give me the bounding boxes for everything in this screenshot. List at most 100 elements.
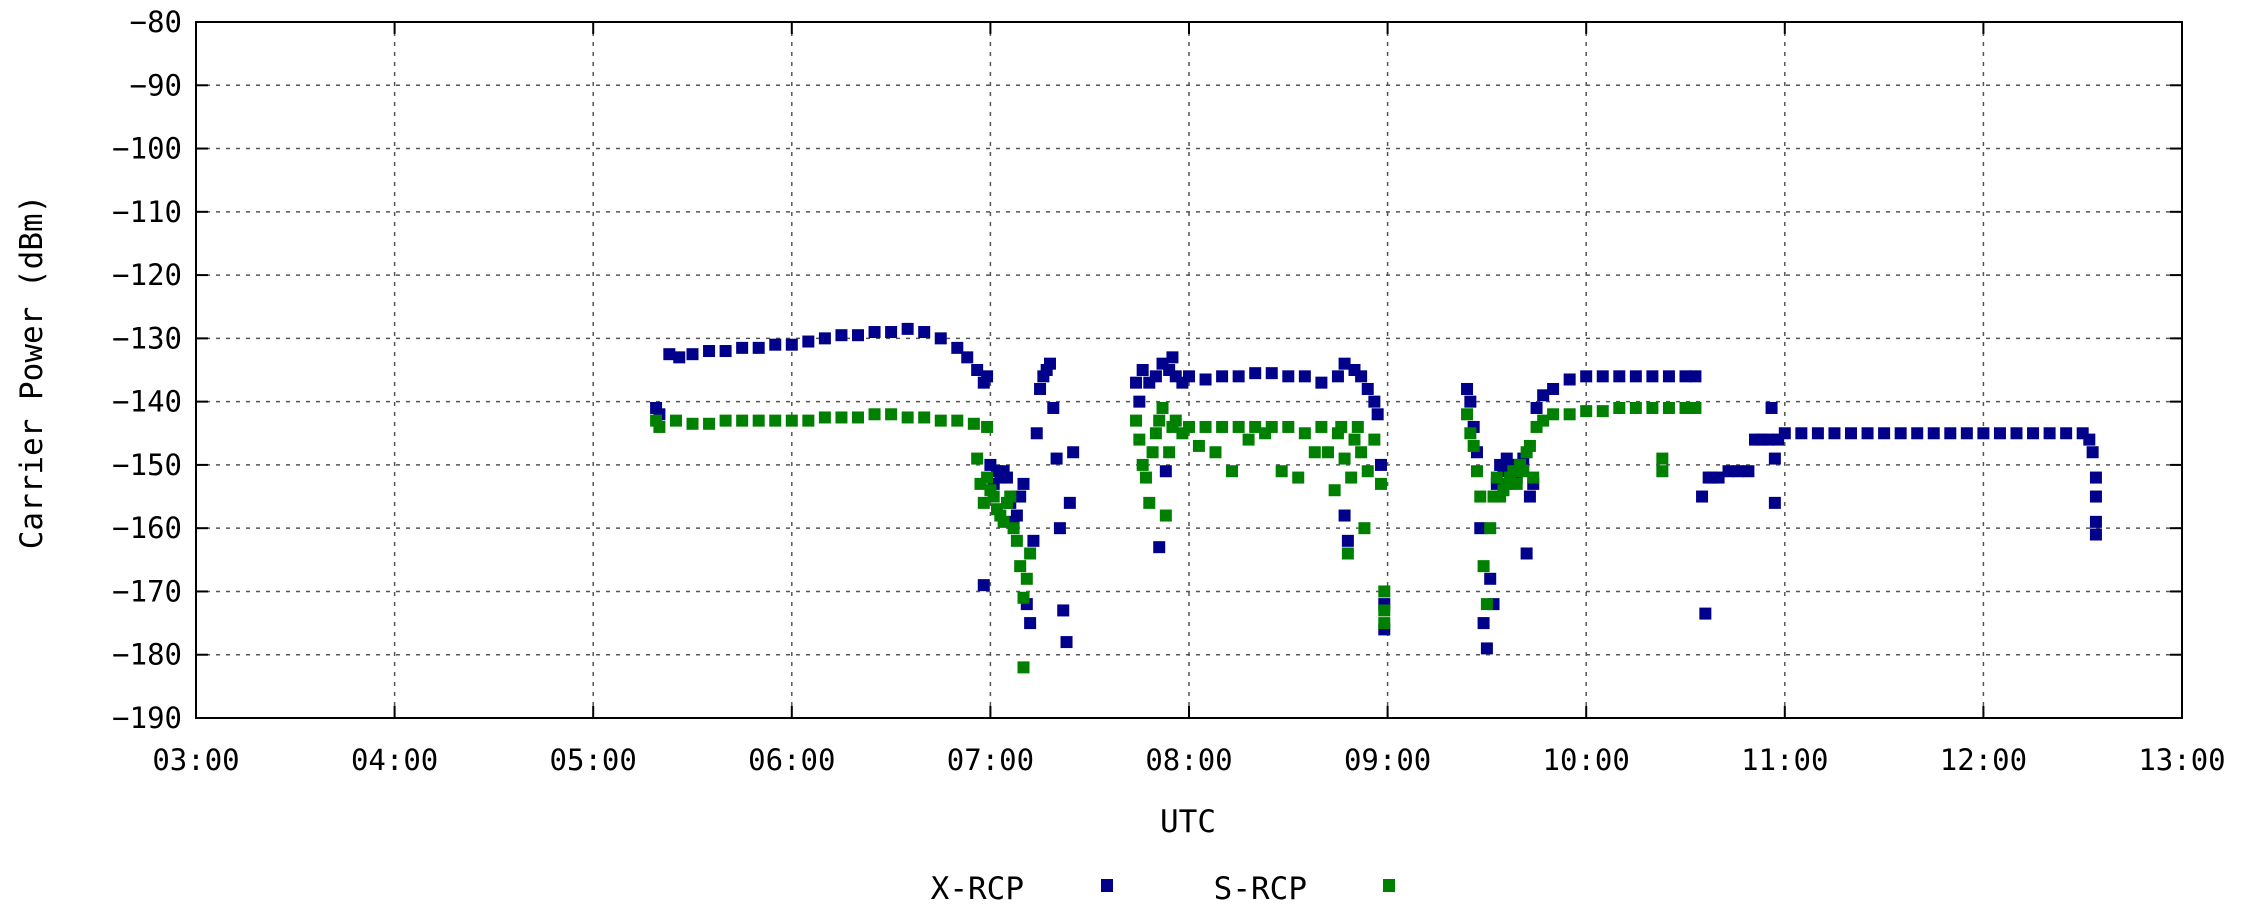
data-point [1192, 439, 1205, 452]
data-point [2083, 433, 2096, 446]
data-point [686, 348, 699, 361]
y-tick-label: −100 [112, 132, 182, 166]
data-point [1358, 522, 1371, 535]
y-tick-label: −160 [112, 511, 182, 545]
tick-marks [195, 21, 2183, 719]
data-point [1596, 370, 1609, 383]
data-point [1861, 427, 1874, 440]
data-point [868, 326, 881, 339]
data-point [752, 414, 765, 427]
data-point [981, 370, 994, 383]
data-point [1361, 382, 1374, 395]
data-point [1043, 357, 1056, 370]
data-point [1523, 490, 1536, 503]
data-point [1007, 522, 1020, 535]
data-point [1298, 370, 1311, 383]
data-point [1143, 496, 1156, 509]
data-point [653, 420, 666, 433]
data-point [1911, 427, 1924, 440]
data-point [1328, 484, 1341, 497]
data-point [1480, 598, 1493, 611]
legend-label-s-rcp: S-RCP [1214, 871, 1307, 907]
data-point [934, 414, 947, 427]
data-point [1477, 617, 1490, 630]
data-point [1133, 433, 1146, 446]
y-tick-label: −190 [112, 701, 182, 735]
data-point [1527, 471, 1540, 484]
data-point [852, 329, 864, 342]
data-point [1242, 433, 1255, 446]
data-point [1894, 427, 1907, 440]
data-point [2027, 427, 2040, 440]
data-point [2089, 515, 2102, 528]
data-point [1461, 408, 1474, 421]
data-point [1136, 458, 1149, 471]
x-tick-label: 13:00 [2138, 743, 2225, 777]
data-point [1199, 420, 1212, 433]
data-point [2089, 471, 2102, 484]
data-point [769, 414, 782, 427]
data-point [1361, 465, 1374, 478]
data-point [1371, 408, 1384, 421]
y-tick-labels: −80 −90 −100 −110 −120 −130 −140 −150 −160 −170 −1… [112, 5, 182, 735]
data-point [1232, 420, 1245, 433]
data-point [1845, 427, 1857, 440]
data-point [736, 414, 749, 427]
data-point [719, 414, 732, 427]
data-point [1477, 560, 1490, 573]
data-point [785, 338, 798, 351]
data-point [1977, 427, 1990, 440]
data-point [1464, 395, 1477, 408]
data-point [1017, 661, 1030, 674]
data-point [1679, 401, 1692, 414]
data-point [977, 579, 990, 592]
legend: X-RCP S-RCP [931, 871, 1395, 907]
data-point [1216, 420, 1229, 433]
data-point [1480, 642, 1493, 655]
data-points [650, 322, 2102, 674]
data-point [703, 417, 716, 430]
data-point [1024, 617, 1037, 630]
data-point [1149, 427, 1162, 440]
data-point [1563, 408, 1576, 421]
data-point [1335, 420, 1348, 433]
data-point [1470, 465, 1483, 478]
data-point [1338, 357, 1351, 370]
x-tick-label: 05:00 [550, 743, 637, 777]
x-tick-label: 12:00 [1940, 743, 2027, 777]
data-point [1355, 446, 1368, 459]
data-point [981, 471, 994, 484]
data-point [752, 341, 765, 354]
data-point [1030, 427, 1043, 440]
x-tick-label: 09:00 [1344, 743, 1431, 777]
data-point [1232, 370, 1245, 383]
data-point [802, 414, 815, 427]
x-tick-label: 08:00 [1145, 743, 1232, 777]
data-point [1523, 439, 1536, 452]
legend-marker-s-rcp [1383, 879, 1395, 892]
data-point [1547, 408, 1560, 421]
x-axis-label: UTC [1160, 804, 1216, 840]
data-point [1484, 522, 1497, 535]
data-point [1017, 477, 1030, 490]
data-point [1696, 490, 1709, 503]
data-point [1341, 534, 1354, 547]
data-point [1156, 401, 1169, 414]
data-point [918, 326, 931, 339]
y-tick-label: −90 [130, 68, 182, 102]
data-point [981, 420, 994, 433]
data-point [1580, 405, 1593, 418]
data-point [1067, 446, 1080, 459]
x-tick-labels: 03:00 04:00 05:00 06:00 07:00 08:00 09:00 10:00… [152, 743, 2225, 777]
data-point [1580, 370, 1593, 383]
data-point [802, 335, 815, 348]
data-point [1159, 465, 1172, 478]
data-point [1517, 465, 1530, 478]
data-point [1378, 585, 1391, 598]
y-tick-label: −170 [112, 574, 182, 608]
legend-label-x-rcp: X-RCP [931, 871, 1024, 907]
data-point [1338, 452, 1351, 465]
y-tick-label: −130 [112, 321, 182, 355]
data-point [997, 515, 1010, 528]
